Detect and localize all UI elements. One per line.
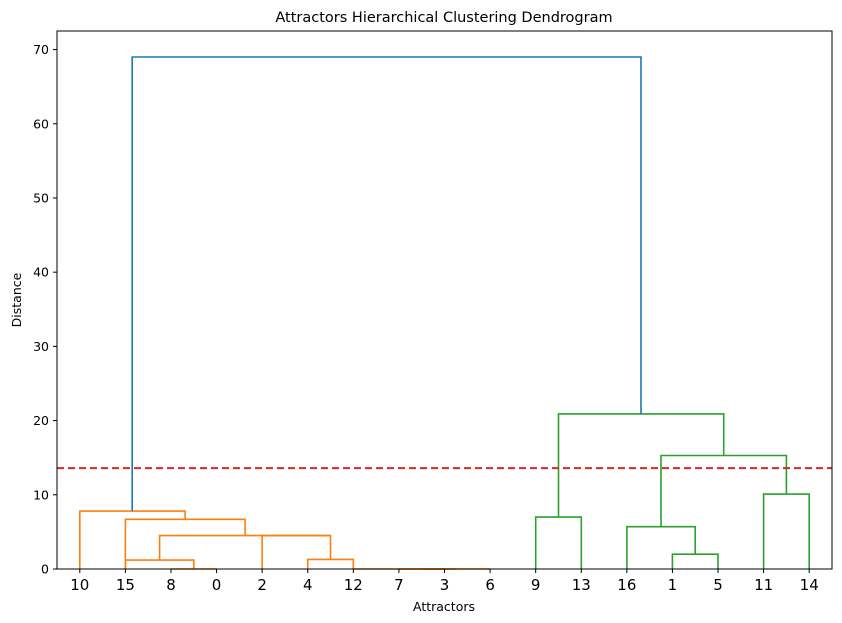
link-green-12	[626, 525, 697, 569]
leaf-label: 5	[713, 576, 723, 594]
link-orange-8	[124, 518, 246, 569]
y-tick-label: 60	[33, 116, 49, 131]
y-axis: 0 10 20 30 40 50 60 70	[33, 42, 57, 577]
y-tick-label: 0	[41, 562, 49, 577]
link-orange-1	[124, 559, 195, 569]
y-tick-label: 70	[33, 42, 49, 57]
leaf-label: 9	[531, 576, 541, 594]
link-orange-6	[261, 534, 332, 569]
x-axis-label: Attractors	[413, 599, 475, 614]
link-green-14	[660, 454, 788, 527]
link-green-13	[762, 493, 811, 569]
link-orange-5	[306, 558, 355, 569]
leaf-label: 11	[754, 576, 773, 594]
leaf-label: 14	[800, 576, 819, 594]
link-green-11	[671, 553, 719, 569]
leaf-label: 1	[668, 576, 678, 594]
x-axis: 10 15 8 0 2 4 12 7 3 6 9 13 16 1 5 11 14	[70, 569, 819, 594]
leaf-label: 4	[303, 576, 313, 594]
leaf-label: 0	[212, 576, 222, 594]
y-axis-label: Distance	[9, 272, 24, 327]
leaf-label: 10	[70, 576, 89, 594]
leaf-label: 2	[257, 576, 267, 594]
y-tick-label: 50	[33, 190, 49, 205]
link-green-15	[557, 413, 725, 518]
leaf-label: 8	[166, 576, 176, 594]
y-tick-label: 40	[33, 265, 49, 280]
link-orange-7	[158, 534, 331, 561]
leaf-label: 7	[394, 576, 404, 594]
leaf-label: 15	[116, 576, 135, 594]
leaf-label: 6	[485, 576, 495, 594]
y-tick-label: 30	[33, 339, 49, 354]
y-tick-label: 20	[33, 413, 49, 428]
y-tick-label: 10	[33, 487, 49, 502]
chart-title: Attractors Hierarchical Clustering Dendr…	[275, 10, 612, 26]
leaf-label: 13	[572, 576, 591, 594]
link-green-10	[534, 516, 583, 569]
link-blue-16	[131, 56, 642, 512]
leaf-label: 16	[617, 576, 636, 594]
leaf-label: 3	[440, 576, 450, 594]
leaf-label: 12	[344, 576, 363, 594]
dendrogram-links	[79, 56, 811, 570]
plot-frame	[56, 30, 833, 570]
